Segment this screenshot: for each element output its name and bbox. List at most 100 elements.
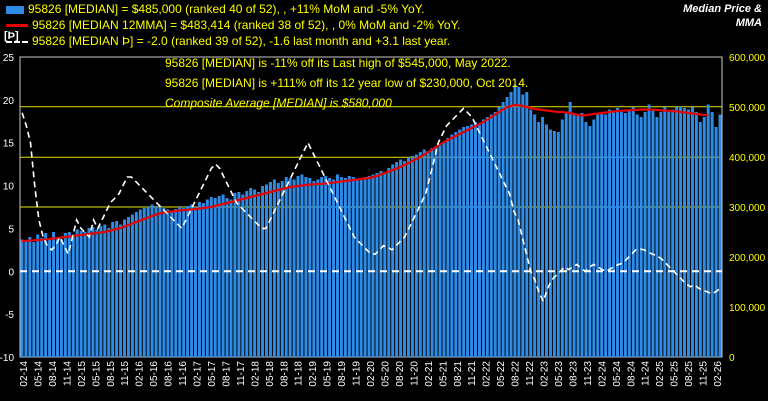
bar (138, 209, 142, 357)
x-axis-tick-label: 05-17 (207, 361, 218, 387)
legend-text-median: 95826 [MEDIAN] = $485,000 (ranked 40 of … (28, 2, 425, 16)
x-axis-tick-label: 05-22 (496, 361, 507, 387)
x-axis-tick-label: 08-14 (48, 361, 59, 387)
bar (548, 129, 552, 357)
x-axis-tick-label: 08-23 (568, 361, 579, 387)
bar (568, 102, 572, 357)
bar (403, 161, 407, 357)
bar (355, 179, 359, 357)
bar (276, 183, 280, 357)
bar (205, 199, 209, 357)
bar (418, 152, 422, 357)
bar (612, 111, 616, 357)
bar (474, 122, 478, 357)
legend-swatch-line (6, 24, 28, 28)
bar (477, 123, 481, 357)
x-axis-tick-label: 02-19 (308, 361, 319, 387)
bar (663, 107, 667, 357)
bar (426, 151, 430, 357)
bar (257, 192, 261, 357)
bar (363, 177, 367, 357)
bar (292, 179, 296, 357)
bar (596, 114, 600, 357)
x-axis-tick-label: 08-15 (106, 361, 117, 387)
x-axis-tick-label: 08-18 (279, 361, 290, 387)
bar (91, 227, 95, 357)
left-axis-tick-label: 25 (3, 53, 15, 64)
x-axis-tick-label: 08-16 (164, 361, 175, 387)
bar (241, 194, 245, 357)
bar (123, 219, 127, 357)
bar (332, 179, 336, 357)
bar (521, 94, 525, 357)
x-axis-tick-label: 11-15 (120, 361, 131, 386)
x-axis-tick-label: 05-20 (381, 361, 392, 387)
bar (470, 124, 474, 357)
bar (249, 188, 253, 357)
bar (320, 177, 324, 357)
bar (328, 178, 332, 357)
bar (584, 122, 588, 357)
bar (308, 178, 312, 357)
legend-entry-12mma: 95826 [MEDIAN 12MMA] = $483,414 (ranked … (6, 18, 460, 32)
right-axis-tick-label: 0 (729, 353, 735, 364)
bar (154, 206, 158, 357)
bar (647, 104, 651, 357)
bar (458, 129, 462, 357)
bar (655, 117, 659, 357)
bar (158, 207, 162, 357)
bar (280, 181, 284, 357)
left-axis-tick-label: 5 (8, 224, 14, 235)
bar (706, 104, 710, 357)
bar (698, 122, 702, 357)
bar (284, 177, 288, 357)
bar (253, 189, 257, 357)
x-axis-tick-label: 05-15 (91, 361, 102, 387)
x-axis-tick-label: 05-24 (612, 361, 623, 387)
x-axis-tick-label: 05-18 (265, 361, 276, 387)
bar (639, 117, 643, 357)
bar (245, 191, 249, 357)
bar (509, 92, 513, 357)
left-axis-tick-label: 20 (3, 96, 15, 107)
bar (288, 178, 292, 357)
bar (44, 233, 48, 357)
bar (371, 174, 375, 357)
x-axis-tick-label: 11-14 (62, 361, 73, 386)
left-axis-tick-label: -5 (5, 310, 14, 321)
bar (399, 159, 403, 357)
bar (83, 232, 87, 357)
bar (406, 158, 410, 357)
bar (272, 179, 276, 357)
bar (604, 114, 608, 357)
bar (233, 193, 237, 357)
bar (221, 194, 225, 357)
legend-text-12mma: 95826 [MEDIAN 12MMA] = $483,414 (ranked … (32, 18, 461, 32)
corner-title-line1: Median Price & (683, 3, 762, 15)
bar (513, 84, 517, 357)
bar (686, 109, 690, 357)
bar (434, 146, 438, 357)
bar (300, 174, 304, 357)
bar (529, 109, 533, 357)
legend-entry-thorn: 95826 [MEDIAN Þ] = -2.0 (ranked 39 of 52… (6, 34, 450, 48)
x-axis-tick-label: 02-15 (77, 361, 88, 387)
bar (115, 221, 119, 357)
x-axis-tick-label: 08-24 (626, 361, 637, 387)
bar (201, 203, 205, 357)
bar (675, 107, 679, 357)
x-axis-tick-label: 02-21 (424, 361, 435, 387)
bar (702, 117, 706, 357)
bar (52, 232, 56, 357)
bar (631, 107, 635, 357)
right-axis-tick-label: 200,000 (729, 253, 766, 264)
bar (107, 228, 111, 357)
bar (545, 124, 548, 357)
corner-title-line2: MMA (735, 17, 762, 29)
bar (28, 237, 32, 357)
bar (608, 109, 612, 357)
x-axis-tick-label: 11-25 (699, 361, 710, 386)
bar (324, 176, 328, 357)
bar (268, 182, 272, 357)
bar (126, 217, 130, 357)
